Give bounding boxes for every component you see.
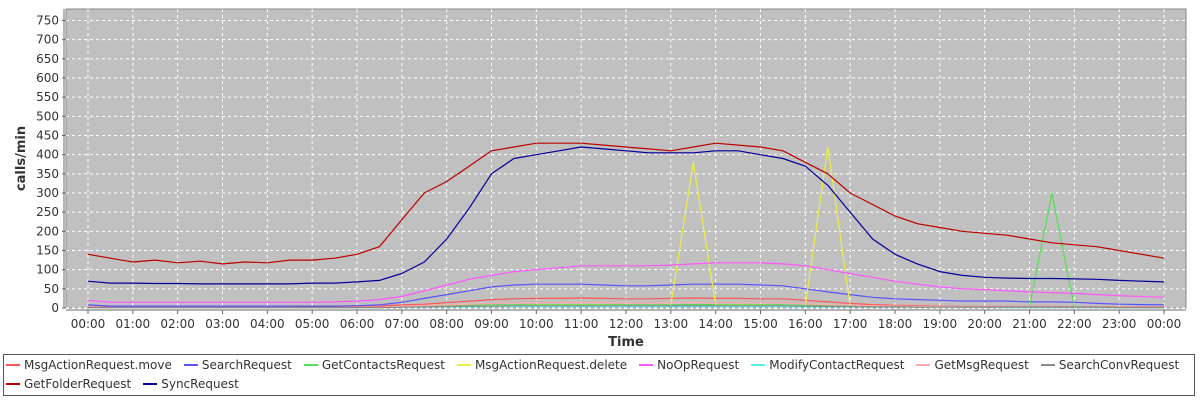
legend-label: MsgActionRequest.delete xyxy=(474,357,628,372)
series-line-searchconvrequest xyxy=(88,305,1164,309)
legend: MsgActionRequest.move SearchRequest GetCon… xyxy=(3,354,1195,396)
legend-swatch xyxy=(6,382,20,385)
x-tick-label: 18:00 xyxy=(878,317,913,331)
legend-row: GetFolderRequest SyncRequest xyxy=(4,374,1194,393)
y-tick-label: 100 xyxy=(36,263,59,277)
legend-item: NoOpRequest xyxy=(639,358,739,372)
y-tick-label: 250 xyxy=(36,205,59,219)
x-tick-label: 00:00 xyxy=(1147,317,1182,331)
x-tick-label: 09:00 xyxy=(474,317,509,331)
x-tick-label: 19:00 xyxy=(923,317,958,331)
x-tick-label: 13:00 xyxy=(654,317,689,331)
legend-item: ModifyContactRequest xyxy=(751,358,904,372)
legend-item: SyncRequest xyxy=(143,377,239,391)
legend-swatch xyxy=(303,363,318,366)
series-line-getfolderrequest xyxy=(87,142,1165,265)
legend-item: MsgActionRequest.delete xyxy=(456,357,628,372)
y-axis: 0 50 100 150 200 250 300 350 400 450 500 550 600 650 7… xyxy=(36,9,66,315)
y-tick-label: 600 xyxy=(36,71,59,85)
legend-label: GetContactsRequest xyxy=(321,357,445,372)
legend-swatch xyxy=(639,363,654,366)
legend-item: MsgActionRequest.move xyxy=(6,358,172,372)
legend-label: SearchConvRequest xyxy=(1058,357,1180,372)
x-tick-label: 06:00 xyxy=(340,317,375,331)
y-tick-label: 550 xyxy=(36,90,59,104)
y-tick-label: 750 xyxy=(36,14,59,28)
legend-label: MsgActionRequest.move xyxy=(24,357,172,372)
legend-item: SearchRequest xyxy=(183,357,292,372)
y-tick-label: 150 xyxy=(36,244,59,258)
x-tick-label: 10:00 xyxy=(519,317,554,331)
x-tick-label: 08:00 xyxy=(429,317,464,331)
legend-swatch xyxy=(143,382,158,385)
legend-swatch xyxy=(6,363,20,366)
x-tick-label: 15:00 xyxy=(743,317,778,331)
y-tick-label: 50 xyxy=(44,282,59,296)
y-tick-label: 500 xyxy=(36,109,59,123)
series-lines xyxy=(87,142,1165,309)
x-tick-label: 01:00 xyxy=(116,317,151,331)
grid-lines xyxy=(66,9,1186,309)
x-tick-label: 12:00 xyxy=(609,317,644,331)
legend-swatch xyxy=(183,363,198,366)
x-tick-label: 20:00 xyxy=(967,317,1002,331)
y-tick-label: 350 xyxy=(36,167,59,181)
legend-item: GetMsgRequest xyxy=(916,357,1029,372)
legend-label: SyncRequest xyxy=(161,376,239,391)
x-tick-label: 21:00 xyxy=(1012,317,1047,331)
x-tick-label: 04:00 xyxy=(250,317,285,331)
y-tick-label: 0 xyxy=(51,301,59,315)
legend-label: ModifyContactRequest xyxy=(769,357,905,372)
y-tick-label: 650 xyxy=(36,52,59,66)
x-axis: 00:00 01:00 02:00 03:00 04:00 05:00 06:00 07:00… xyxy=(66,309,1186,331)
x-tick-label: 03:00 xyxy=(205,317,240,331)
x-tick-label: 14:00 xyxy=(698,317,733,331)
y-tick-label: 200 xyxy=(36,224,59,238)
legend-item: GetFolderRequest xyxy=(6,377,131,391)
y-axis-title: calls/min xyxy=(14,126,29,191)
legend-item: SearchConvRequest xyxy=(1040,357,1180,372)
series-line-searchrequest xyxy=(87,283,1165,307)
x-tick-label: 11:00 xyxy=(564,317,599,331)
legend-item: GetContactsRequest xyxy=(303,357,445,372)
legend-swatch xyxy=(751,363,766,366)
legend-swatch xyxy=(456,363,471,366)
x-tick-label: 22:00 xyxy=(1057,317,1092,331)
series-line-syncrequest xyxy=(87,146,1165,285)
x-tick-label: 23:00 xyxy=(1102,317,1137,331)
legend-row: MsgActionRequest.move SearchRequest GetCon… xyxy=(4,355,1194,374)
legend-label: NoOpRequest xyxy=(657,357,740,372)
x-tick-label: 02:00 xyxy=(160,317,195,331)
legend-label: GetMsgRequest xyxy=(934,357,1029,372)
legend-swatch xyxy=(1040,363,1055,366)
y-tick-label: 450 xyxy=(36,129,59,143)
line-chart: 0 50 100 150 200 250 300 350 400 450 500 550 600 650 7… xyxy=(14,8,1187,350)
x-tick-label: 00:00 xyxy=(71,317,106,331)
y-tick-label: 300 xyxy=(36,186,59,200)
legend-label: GetFolderRequest xyxy=(24,376,132,391)
series-line-nooprequest xyxy=(87,262,1165,303)
legend-swatch xyxy=(916,363,931,366)
x-tick-label: 17:00 xyxy=(833,317,868,331)
y-tick-label: 700 xyxy=(36,33,59,47)
x-tick-label: 07:00 xyxy=(385,317,420,331)
x-tick-label: 16:00 xyxy=(788,317,823,331)
x-tick-label: 05:00 xyxy=(295,317,330,331)
y-tick-label: 400 xyxy=(36,148,59,162)
legend-label: SearchRequest xyxy=(201,357,292,372)
x-axis-title: Time xyxy=(608,335,644,350)
